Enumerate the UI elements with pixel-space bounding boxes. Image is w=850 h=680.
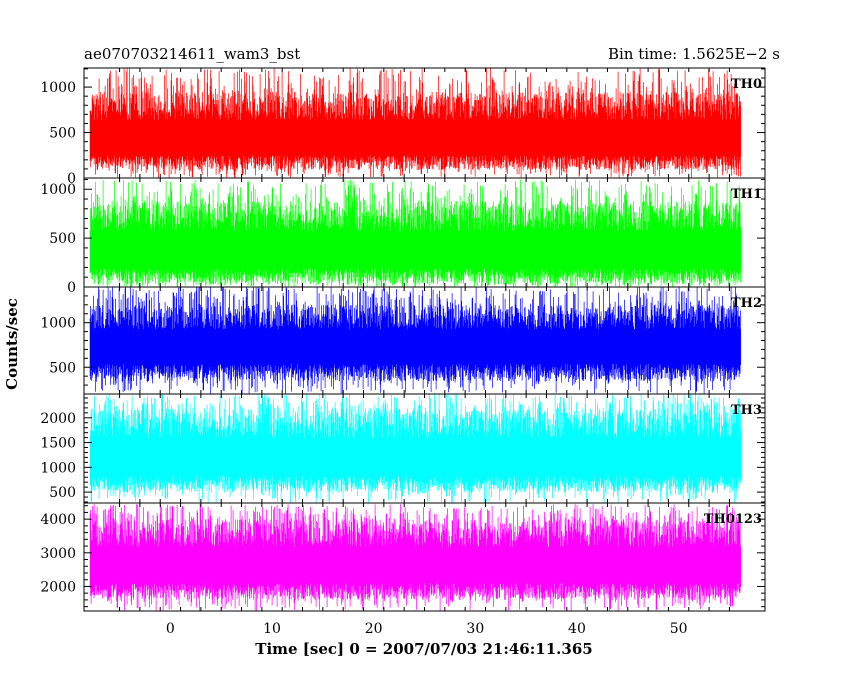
x-tick-label: 50: [670, 621, 688, 637]
series-th0123-line: [89, 504, 741, 611]
series-th2-line: [89, 287, 741, 394]
y-tick-label: 1500: [40, 436, 76, 452]
panel-label: TH0: [731, 77, 762, 92]
y-tick-label: 1000: [40, 460, 76, 476]
x-tick-label: 20: [365, 621, 383, 637]
panel-th2: 500 1000 TH2: [40, 286, 766, 395]
chart-title: ae070703214611_wam3_bst: [84, 45, 300, 63]
y-tick-label: 500: [49, 485, 76, 501]
y-tick-label: 2000: [40, 579, 76, 595]
panel-label: TH3: [731, 403, 762, 418]
y-tick-label: 1000: [40, 182, 76, 198]
panel-label: TH1: [731, 187, 762, 202]
series-th0-line: [89, 68, 741, 178]
y-tick-label: 0: [67, 280, 76, 296]
y-tick-label: 1000: [40, 316, 76, 332]
y-tick-label: 4000: [40, 512, 76, 528]
x-axis-label: Time [sec] 0 = 2007/07/03 21:46:11.365: [255, 640, 592, 658]
y-tick-label: 3000: [40, 546, 76, 562]
y-tick-label: 500: [49, 126, 76, 142]
y-tick-label: 2000: [40, 411, 76, 427]
x-tick-label: 10: [263, 621, 281, 637]
x-tick-label: 0: [166, 621, 175, 637]
series-th1-line: [89, 179, 741, 287]
panel-th1: 0 500 1000 TH1: [40, 177, 766, 296]
panel-th0: 0 500 1000 TH0: [40, 67, 766, 187]
y-tick-label: 500: [49, 231, 76, 247]
y-tick-label: 1000: [40, 80, 76, 96]
y-tick-label: 500: [49, 360, 76, 376]
panel-th0123: 2000 3000 4000 TH0123: [40, 502, 766, 612]
y-tick-label: 0: [67, 171, 76, 187]
series-th3-line: [89, 394, 741, 503]
x-tick-label: 40: [568, 621, 586, 637]
x-axis: 0 10 20 30 40 50: [166, 621, 688, 637]
y-axis-label: Counts/sec: [3, 298, 21, 390]
bin-time-label: Bin time: 1.5625E−2 s: [608, 45, 780, 63]
panel-label: TH0123: [704, 512, 762, 527]
panel-label: TH2: [731, 296, 762, 311]
panels-group: 0 500 1000 TH0 0 500 1000 TH1 500 1000 TH2 500 1000 1…: [40, 67, 766, 612]
x-tick-label: 30: [466, 621, 484, 637]
panel-th3: 500 1000 1500 2000 TH3: [40, 393, 766, 504]
